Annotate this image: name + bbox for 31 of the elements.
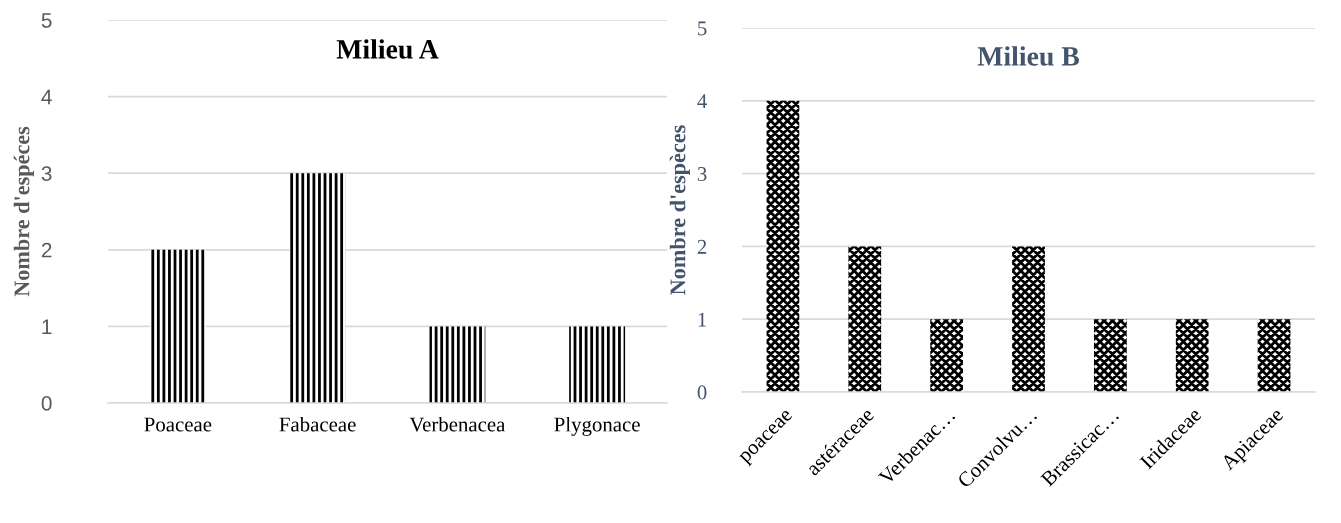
y-tick-label: 0 [41,396,52,411]
y-tick-label: 5 [698,21,707,36]
y-axis-title: Nombre d'espèces [669,125,690,295]
bar [848,246,882,392]
bar [1257,319,1291,392]
bar [429,326,486,403]
y-axis-title: Nombre d'espéces [13,126,34,297]
y-tick-label: 2 [41,242,52,258]
text: Milieu B [977,46,1080,66]
bar [149,249,206,403]
y-tick-label: 4 [697,94,707,109]
x-tick-label: Fabaceae [279,416,356,432]
text: Milieu A [336,39,439,59]
x-tick-label: Plygonace [554,416,640,436]
bar [1012,246,1045,392]
y-tick-label: 0 [697,385,707,400]
bar [569,326,626,403]
y-tick-label: 1 [698,312,707,327]
bar [289,173,346,403]
x-tick-label: Poaceae [144,417,212,432]
bar [1093,319,1127,392]
bar [766,100,800,392]
y-tick-label: 5 [41,13,52,28]
bar [1175,319,1209,392]
x-tick-label: Verbenacea [409,416,506,432]
y-tick-label: 3 [41,166,52,181]
y-tick-label: 2 [697,239,707,254]
y-tick-label: 4 [41,89,52,105]
y-tick-label: 3 [697,167,707,182]
bar [930,319,964,392]
y-tick-label: 1 [42,319,52,334]
